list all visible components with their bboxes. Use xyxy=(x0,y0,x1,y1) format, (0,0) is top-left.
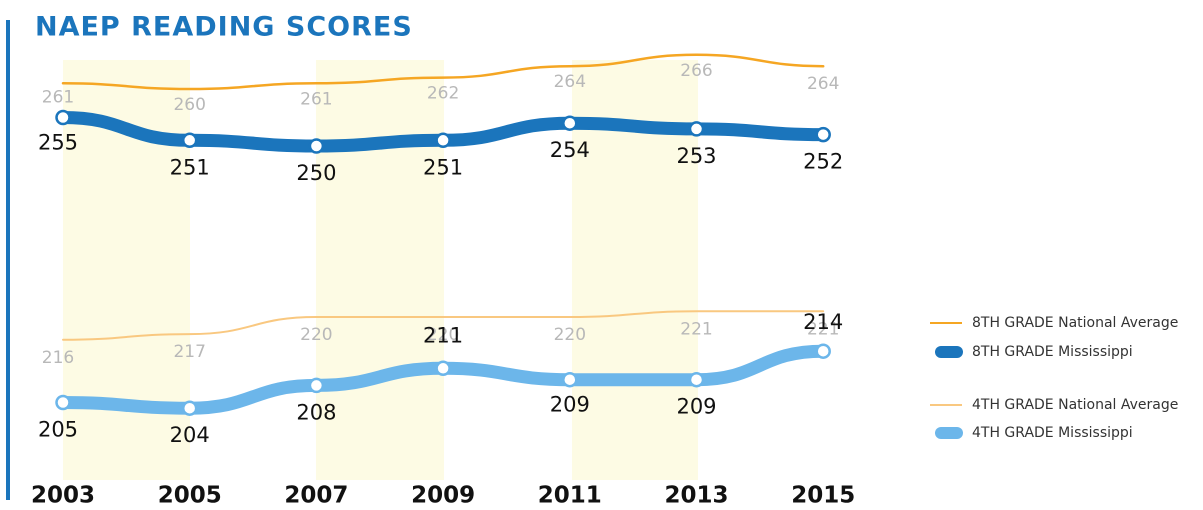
data-label: 252 xyxy=(803,150,843,174)
point-marker xyxy=(688,121,705,137)
data-label: 253 xyxy=(676,144,716,168)
x-tick-label: 2015 xyxy=(791,483,855,509)
data-label: 264 xyxy=(807,74,839,94)
point-marker xyxy=(55,109,71,126)
point-marker xyxy=(688,371,705,388)
data-label: 255 xyxy=(38,131,78,155)
data-label: 220 xyxy=(427,325,459,345)
data-label: 211 xyxy=(423,323,463,347)
accent-bar xyxy=(6,20,10,500)
data-label: 266 xyxy=(680,61,712,81)
point-marker xyxy=(55,394,71,411)
legend-label: 8TH GRADE National Average xyxy=(972,315,1178,331)
data-label: 209 xyxy=(550,393,590,417)
x-tick-label: 2007 xyxy=(284,483,348,509)
data-label: 251 xyxy=(170,155,210,179)
legend-swatch xyxy=(935,427,963,439)
x-tick-label: 2009 xyxy=(411,483,475,509)
point-marker xyxy=(435,132,451,149)
point-marker xyxy=(181,132,198,149)
data-label: 261 xyxy=(300,89,332,109)
data-label: 251 xyxy=(423,155,463,179)
data-label: 205 xyxy=(38,418,78,442)
legend-label: 8TH GRADE Mississippi xyxy=(972,344,1133,360)
legend-swatch xyxy=(935,346,963,358)
data-label: 261 xyxy=(42,87,74,107)
data-label: 254 xyxy=(550,138,590,162)
data-label: 250 xyxy=(296,161,336,185)
point-marker xyxy=(562,371,578,388)
point-marker xyxy=(181,400,198,416)
series-line xyxy=(62,310,825,341)
data-label: 221 xyxy=(807,319,839,339)
chart-title: NAEP READING SCORES xyxy=(35,12,413,43)
x-tick-label: 2005 xyxy=(158,483,222,509)
x-tick-label: 2003 xyxy=(31,483,95,509)
data-label: 208 xyxy=(296,400,336,424)
x-tick-label: 2013 xyxy=(664,483,728,509)
data-label: 220 xyxy=(554,325,586,345)
data-label: 260 xyxy=(173,95,205,115)
data-label: 204 xyxy=(170,423,210,447)
data-label: 221 xyxy=(680,319,712,339)
x-tick-label: 2011 xyxy=(538,483,602,509)
point-marker xyxy=(815,126,831,143)
point-marker xyxy=(308,377,325,394)
point-marker xyxy=(435,360,451,377)
data-label: 217 xyxy=(173,342,205,362)
point-marker xyxy=(308,138,325,154)
legend-label: 4TH GRADE Mississippi xyxy=(972,425,1133,441)
data-label: 220 xyxy=(300,325,332,345)
band xyxy=(316,60,444,480)
data-label: 216 xyxy=(42,348,74,368)
data-label: 214 xyxy=(803,310,843,334)
series-line xyxy=(61,53,825,91)
data-label: 264 xyxy=(554,72,586,92)
point-marker xyxy=(815,343,831,359)
legend-label: 4TH GRADE National Average xyxy=(972,397,1178,413)
data-label: 209 xyxy=(676,395,716,419)
point-marker xyxy=(562,115,578,131)
data-label: 262 xyxy=(427,84,459,104)
